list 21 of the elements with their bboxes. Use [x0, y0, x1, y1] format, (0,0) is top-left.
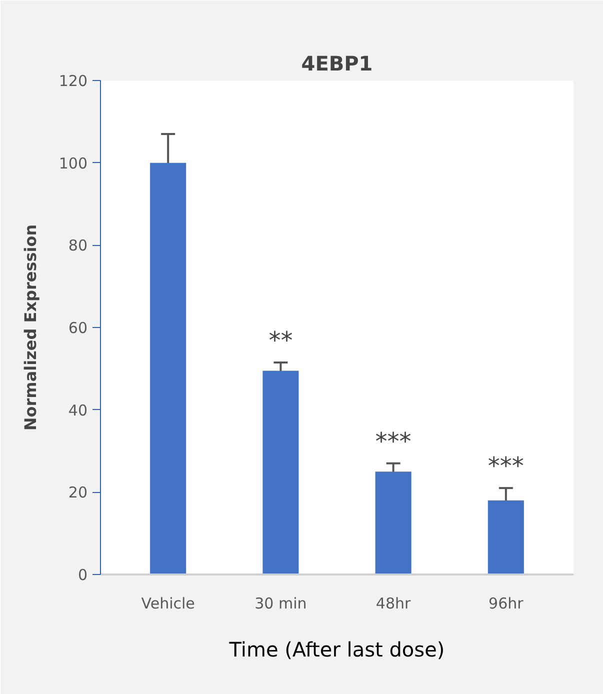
annotation: **	[268, 326, 293, 354]
y-tick-label: 0	[78, 566, 88, 584]
x-tick-label: 30 min	[254, 594, 307, 612]
y-tick-label: 100	[58, 154, 88, 172]
x-tick-label: 48hr	[376, 594, 412, 612]
x-axis-title: Time (After last dose)	[228, 638, 445, 662]
bar	[488, 500, 524, 574]
y-tick-label: 80	[68, 236, 88, 255]
annotation: ***	[488, 452, 524, 480]
x-tick-label: 96hr	[488, 594, 524, 612]
y-tick-label: 60	[68, 319, 88, 337]
y-axis-title: Normalized Expression	[20, 224, 40, 431]
y-tick-label: 40	[68, 401, 88, 420]
bar	[375, 472, 412, 574]
y-tick-label: 120	[58, 72, 88, 90]
annotation: ***	[375, 427, 412, 456]
chart-title: 4EBP1	[301, 52, 373, 76]
x-tick-label: Vehicle	[141, 594, 195, 612]
bar	[150, 162, 186, 574]
bar	[262, 370, 299, 574]
y-tick-label: 20	[68, 484, 88, 502]
